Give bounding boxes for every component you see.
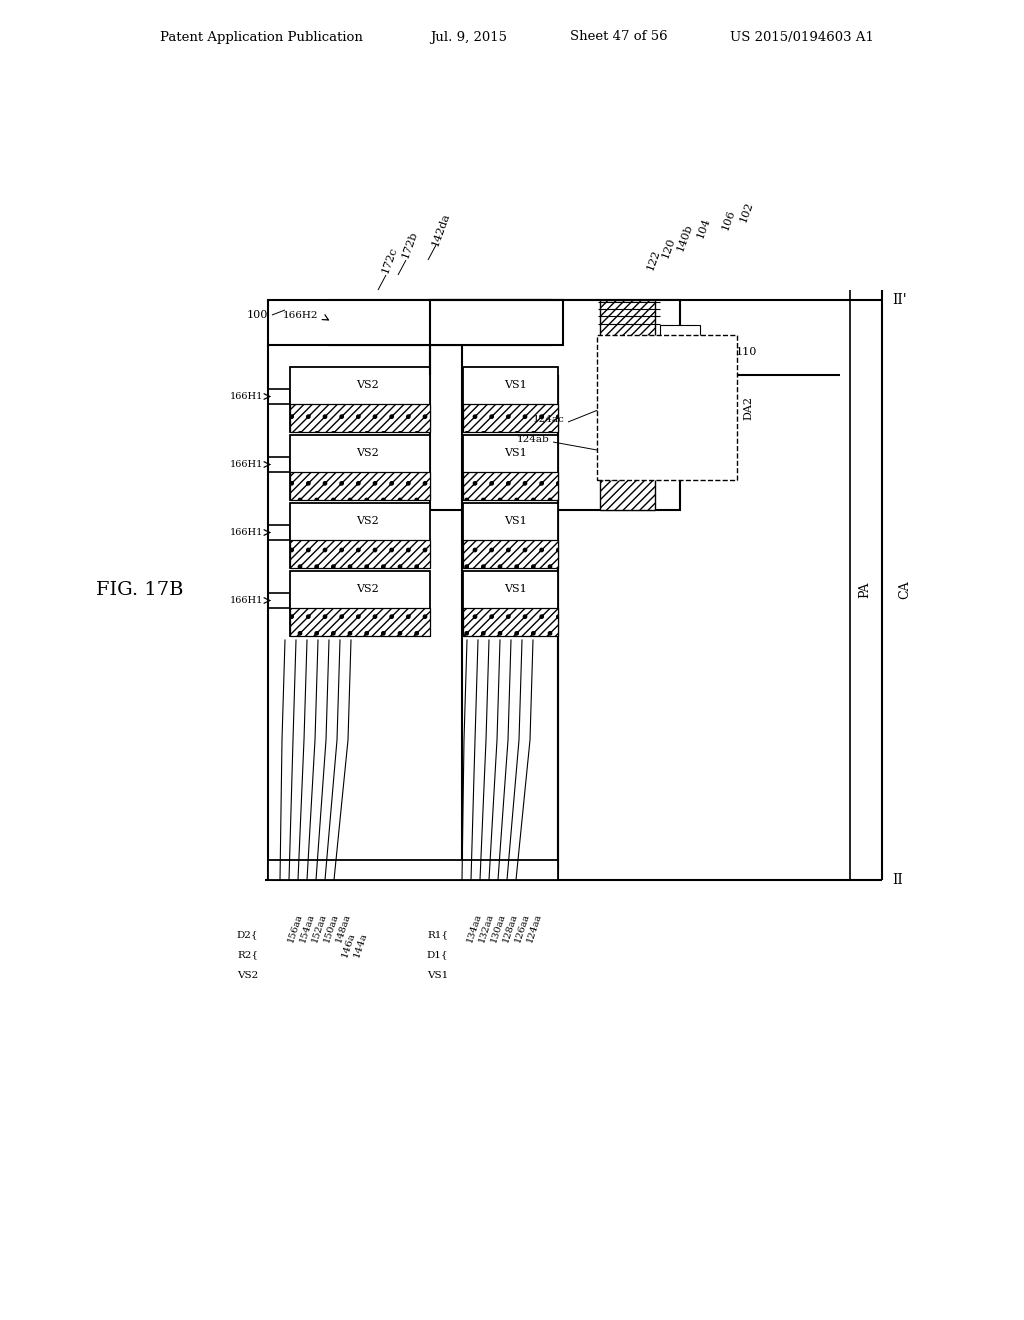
Text: 100: 100 [247,310,268,319]
Text: VS1: VS1 [504,516,526,527]
Bar [463,572,558,636]
Text: VS1: VS1 [504,380,526,391]
Text: D1{: D1{ [427,950,449,960]
Text: 126aa: 126aa [513,912,530,944]
Text: Sheet 47 of 56: Sheet 47 of 56 [570,30,668,44]
Bar [290,572,430,636]
Bar [463,540,558,568]
Text: 130aa: 130aa [489,912,507,944]
Bar [660,325,700,341]
Text: 166H1: 166H1 [229,459,263,469]
Text: VS1: VS1 [427,970,449,979]
Bar [290,503,430,568]
Text: VS2: VS2 [237,970,258,979]
Text: 166H1: 166H1 [229,528,263,537]
Bar [290,609,430,636]
Text: 144a: 144a [352,931,369,958]
Bar [665,420,695,442]
Text: 172b: 172b [400,230,419,260]
Bar [268,315,330,345]
Bar [268,300,563,345]
Text: 128aa: 128aa [501,912,519,944]
Text: 154aa: 154aa [298,912,315,944]
Text: 120: 120 [660,236,677,260]
Text: 146a: 146a [340,931,356,958]
Text: VS2: VS2 [355,380,379,391]
Text: 124aa: 124aa [525,912,543,944]
Bar [667,442,693,458]
Text: 132aa: 132aa [477,912,495,944]
Bar [430,300,680,510]
Text: PA: PA [858,582,871,598]
Bar [655,385,715,414]
Text: 124ab: 124ab [517,436,550,445]
Bar [660,355,710,385]
Bar [660,341,700,360]
Bar [290,473,430,500]
Text: CA: CA [898,581,911,599]
Text: Patent Application Publication: Patent Application Publication [160,30,362,44]
Text: 122: 122 [645,248,662,272]
Text: 110: 110 [736,347,758,356]
Bar [268,593,290,609]
Bar [290,367,430,432]
Text: II': II' [892,293,906,308]
Bar [463,473,558,500]
Text: 166H2: 166H2 [283,310,318,319]
Text: 156aa: 156aa [286,912,304,944]
Text: 124ac: 124ac [534,416,565,425]
Text: 166H1: 166H1 [229,597,263,605]
Text: 104: 104 [695,216,712,240]
Bar [463,609,558,636]
Text: VS2: VS2 [355,449,379,458]
Text: US 2015/0194603 A1: US 2015/0194603 A1 [730,30,873,44]
Bar [268,457,290,473]
Bar [597,335,737,480]
Text: 172c: 172c [380,246,398,275]
Text: VS1: VS1 [504,449,526,458]
Text: VS2: VS2 [355,585,379,594]
Bar [463,367,558,432]
Text: 134aa: 134aa [465,912,483,944]
Text: 142da: 142da [430,211,452,248]
Bar [463,436,558,500]
Text: R1{: R1{ [427,931,449,940]
Bar [330,300,550,345]
Bar [463,404,558,432]
Text: 106: 106 [720,209,736,232]
Bar [463,503,558,568]
Text: R2{: R2{ [237,950,258,960]
Bar [290,436,430,500]
Bar [268,389,290,404]
Text: Jul. 9, 2015: Jul. 9, 2015 [430,30,507,44]
Text: 140b: 140b [675,223,694,253]
Bar [268,861,558,880]
Bar [290,540,430,568]
Text: 148aa: 148aa [334,912,352,944]
Text: 166H1: 166H1 [229,392,263,401]
Text: FIG. 17B: FIG. 17B [96,581,183,599]
Bar [290,404,430,432]
Text: VS2: VS2 [355,516,379,527]
Bar [268,525,290,540]
Text: 150aa: 150aa [322,912,340,944]
Text: DA2: DA2 [743,396,753,420]
Bar [600,300,655,510]
Text: II: II [892,873,903,887]
Text: 102: 102 [738,201,755,224]
Bar [650,414,715,455]
Text: VS1: VS1 [504,585,526,594]
Text: D2{: D2{ [237,931,258,940]
Text: 152aa: 152aa [310,912,328,944]
